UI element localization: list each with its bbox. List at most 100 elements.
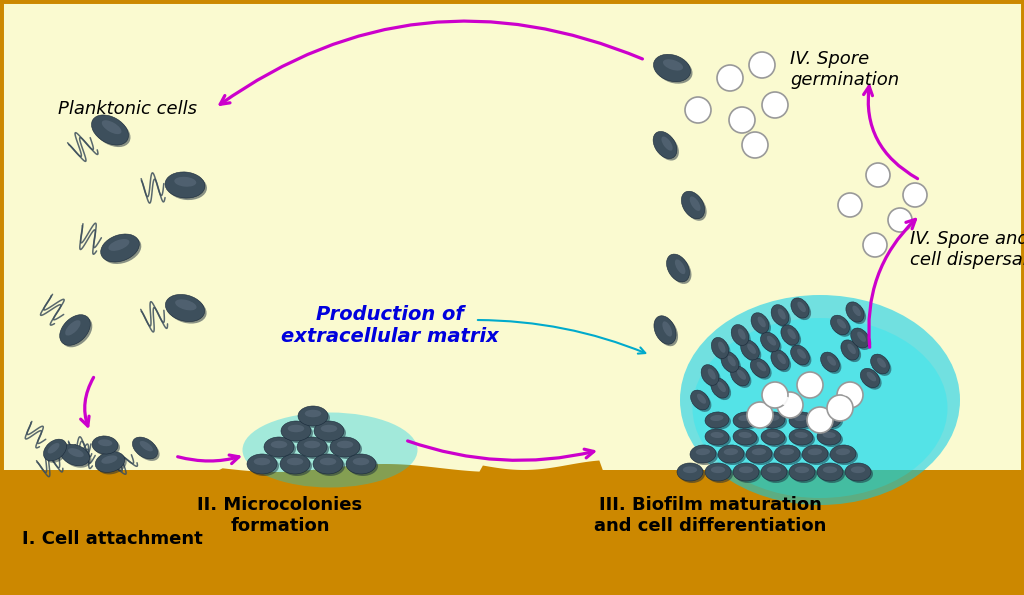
Ellipse shape — [299, 439, 329, 459]
Ellipse shape — [836, 449, 850, 455]
Ellipse shape — [690, 445, 716, 463]
Ellipse shape — [45, 441, 69, 463]
Ellipse shape — [735, 414, 759, 430]
Ellipse shape — [713, 380, 731, 400]
Ellipse shape — [731, 325, 749, 346]
Ellipse shape — [697, 394, 707, 404]
Ellipse shape — [249, 456, 279, 476]
Circle shape — [746, 136, 756, 146]
Ellipse shape — [791, 345, 809, 365]
Text: IV. Spore
germination: IV. Spore germination — [790, 50, 899, 89]
Ellipse shape — [655, 133, 679, 161]
Circle shape — [863, 233, 887, 257]
Ellipse shape — [830, 445, 856, 463]
Ellipse shape — [692, 392, 712, 412]
Circle shape — [842, 197, 851, 206]
Ellipse shape — [282, 456, 312, 476]
Ellipse shape — [845, 463, 871, 481]
Text: II. Microcolonies
formation: II. Microcolonies formation — [198, 496, 362, 535]
Circle shape — [837, 382, 863, 408]
Ellipse shape — [264, 437, 294, 457]
Ellipse shape — [653, 54, 690, 82]
Ellipse shape — [742, 342, 761, 362]
Ellipse shape — [795, 466, 809, 473]
Ellipse shape — [319, 458, 336, 465]
Ellipse shape — [733, 463, 759, 481]
Ellipse shape — [851, 328, 869, 348]
Ellipse shape — [61, 317, 92, 347]
Circle shape — [903, 183, 927, 207]
Circle shape — [717, 65, 743, 91]
Ellipse shape — [833, 317, 852, 337]
Ellipse shape — [677, 463, 703, 481]
Ellipse shape — [711, 466, 725, 473]
Ellipse shape — [773, 306, 791, 327]
Ellipse shape — [701, 365, 719, 386]
Text: Production of
extracellular matrix: Production of extracellular matrix — [282, 305, 499, 346]
Circle shape — [870, 167, 879, 176]
Ellipse shape — [97, 453, 127, 474]
Ellipse shape — [332, 439, 362, 459]
Ellipse shape — [822, 432, 836, 438]
Circle shape — [812, 412, 820, 421]
Ellipse shape — [101, 120, 122, 134]
Ellipse shape — [663, 321, 672, 337]
Ellipse shape — [167, 296, 207, 324]
Ellipse shape — [837, 319, 846, 328]
Ellipse shape — [791, 465, 817, 483]
Ellipse shape — [59, 315, 90, 345]
Ellipse shape — [767, 432, 779, 438]
Ellipse shape — [337, 441, 353, 448]
Circle shape — [827, 395, 853, 421]
Ellipse shape — [848, 343, 856, 354]
Ellipse shape — [732, 368, 752, 388]
Ellipse shape — [60, 444, 89, 466]
Ellipse shape — [872, 356, 891, 376]
Ellipse shape — [738, 415, 752, 421]
Ellipse shape — [763, 334, 781, 354]
Ellipse shape — [787, 328, 796, 339]
Circle shape — [807, 407, 833, 433]
Ellipse shape — [66, 320, 81, 336]
FancyArrowPatch shape — [408, 441, 594, 461]
Circle shape — [746, 402, 773, 428]
Ellipse shape — [790, 429, 813, 445]
Text: Planktonic cells: Planktonic cells — [58, 100, 197, 118]
Ellipse shape — [848, 304, 866, 324]
Ellipse shape — [802, 445, 828, 463]
Circle shape — [762, 92, 788, 118]
Ellipse shape — [305, 410, 322, 417]
Ellipse shape — [705, 463, 731, 481]
Circle shape — [762, 382, 788, 408]
Ellipse shape — [820, 352, 840, 372]
Ellipse shape — [798, 302, 806, 312]
Ellipse shape — [280, 454, 310, 474]
FancyArrowPatch shape — [478, 320, 645, 353]
Ellipse shape — [761, 463, 787, 481]
Ellipse shape — [711, 378, 729, 398]
Circle shape — [797, 372, 823, 398]
Ellipse shape — [708, 368, 716, 380]
Ellipse shape — [94, 438, 120, 456]
Ellipse shape — [819, 431, 843, 447]
Ellipse shape — [287, 458, 303, 465]
Ellipse shape — [62, 446, 91, 468]
Ellipse shape — [739, 466, 753, 473]
Ellipse shape — [314, 421, 344, 441]
Ellipse shape — [767, 466, 781, 473]
Ellipse shape — [817, 429, 841, 445]
Ellipse shape — [707, 465, 733, 483]
Ellipse shape — [703, 367, 721, 387]
Ellipse shape — [827, 356, 836, 366]
Ellipse shape — [853, 330, 871, 350]
Ellipse shape — [720, 447, 746, 465]
Ellipse shape — [753, 315, 771, 335]
Ellipse shape — [817, 463, 843, 481]
Ellipse shape — [348, 456, 378, 476]
Ellipse shape — [680, 295, 961, 505]
Ellipse shape — [98, 439, 113, 446]
Ellipse shape — [866, 372, 877, 381]
FancyArrowPatch shape — [178, 455, 239, 464]
Ellipse shape — [675, 259, 685, 274]
Ellipse shape — [773, 352, 792, 372]
